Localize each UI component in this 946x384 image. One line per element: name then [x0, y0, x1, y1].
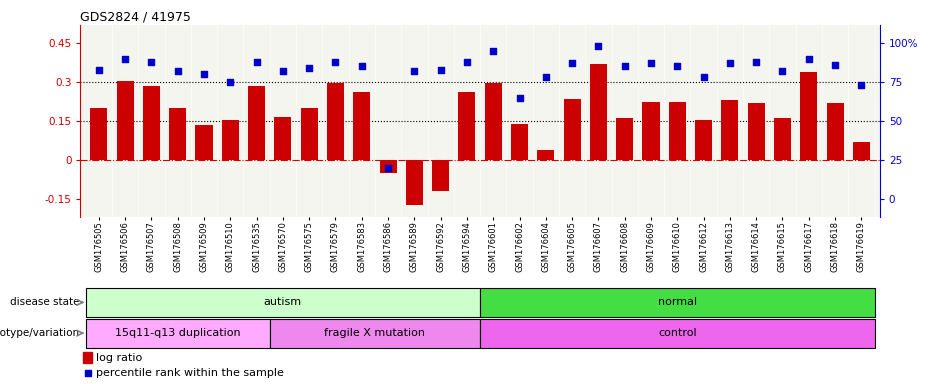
- Point: [565, 60, 580, 66]
- Text: genotype/variation: genotype/variation: [0, 328, 79, 338]
- Text: autism: autism: [264, 297, 302, 308]
- Bar: [86, 288, 480, 317]
- Bar: [480, 319, 874, 348]
- Point: [354, 63, 369, 70]
- Bar: [827, 103, 844, 160]
- Point: [433, 66, 448, 73]
- Text: GDS2824 / 41975: GDS2824 / 41975: [80, 11, 191, 24]
- Point: [91, 66, 106, 73]
- Text: normal: normal: [657, 297, 697, 308]
- Bar: [853, 142, 870, 160]
- Bar: [379, 160, 396, 173]
- Bar: [83, 352, 93, 363]
- Bar: [116, 81, 133, 160]
- Bar: [669, 101, 686, 160]
- Text: percentile rank within the sample: percentile rank within the sample: [96, 368, 284, 378]
- Bar: [480, 288, 874, 317]
- Point: [275, 68, 290, 74]
- Bar: [143, 86, 160, 160]
- Point: [249, 59, 264, 65]
- Bar: [221, 120, 238, 160]
- Bar: [406, 160, 423, 205]
- Bar: [800, 72, 817, 160]
- Point: [80, 370, 96, 376]
- Text: disease state: disease state: [9, 297, 79, 308]
- Point: [538, 74, 553, 80]
- Point: [512, 94, 527, 101]
- Bar: [722, 100, 739, 160]
- Point: [380, 165, 395, 171]
- Bar: [90, 108, 107, 160]
- Bar: [274, 117, 291, 160]
- Bar: [590, 64, 607, 160]
- Bar: [774, 118, 791, 160]
- Bar: [747, 103, 764, 160]
- Point: [854, 82, 869, 88]
- Point: [144, 59, 159, 65]
- Bar: [642, 101, 659, 160]
- Bar: [484, 83, 501, 160]
- Point: [460, 59, 475, 65]
- Point: [197, 71, 212, 77]
- Point: [485, 48, 500, 54]
- Point: [828, 62, 843, 68]
- Bar: [695, 120, 712, 160]
- Point: [591, 43, 606, 49]
- Bar: [564, 99, 581, 160]
- Bar: [196, 125, 213, 160]
- Bar: [511, 124, 528, 160]
- Point: [617, 63, 632, 70]
- Bar: [169, 108, 186, 160]
- Bar: [327, 83, 344, 160]
- Text: fragile X mutation: fragile X mutation: [324, 328, 426, 338]
- Text: control: control: [658, 328, 696, 338]
- Bar: [459, 93, 476, 160]
- Bar: [537, 149, 554, 160]
- Point: [407, 68, 422, 74]
- Point: [801, 56, 816, 62]
- Point: [696, 74, 711, 80]
- Point: [775, 68, 790, 74]
- Bar: [432, 160, 449, 191]
- Point: [170, 68, 185, 74]
- Bar: [86, 319, 270, 348]
- Point: [328, 59, 343, 65]
- Bar: [270, 319, 480, 348]
- Point: [748, 59, 763, 65]
- Point: [670, 63, 685, 70]
- Text: log ratio: log ratio: [96, 353, 143, 363]
- Point: [723, 60, 738, 66]
- Point: [117, 56, 132, 62]
- Bar: [248, 86, 265, 160]
- Text: 15q11-q13 duplication: 15q11-q13 duplication: [114, 328, 240, 338]
- Bar: [353, 93, 370, 160]
- Point: [643, 60, 658, 66]
- Bar: [301, 108, 318, 160]
- Point: [222, 79, 237, 85]
- Point: [302, 65, 317, 71]
- Bar: [616, 118, 633, 160]
